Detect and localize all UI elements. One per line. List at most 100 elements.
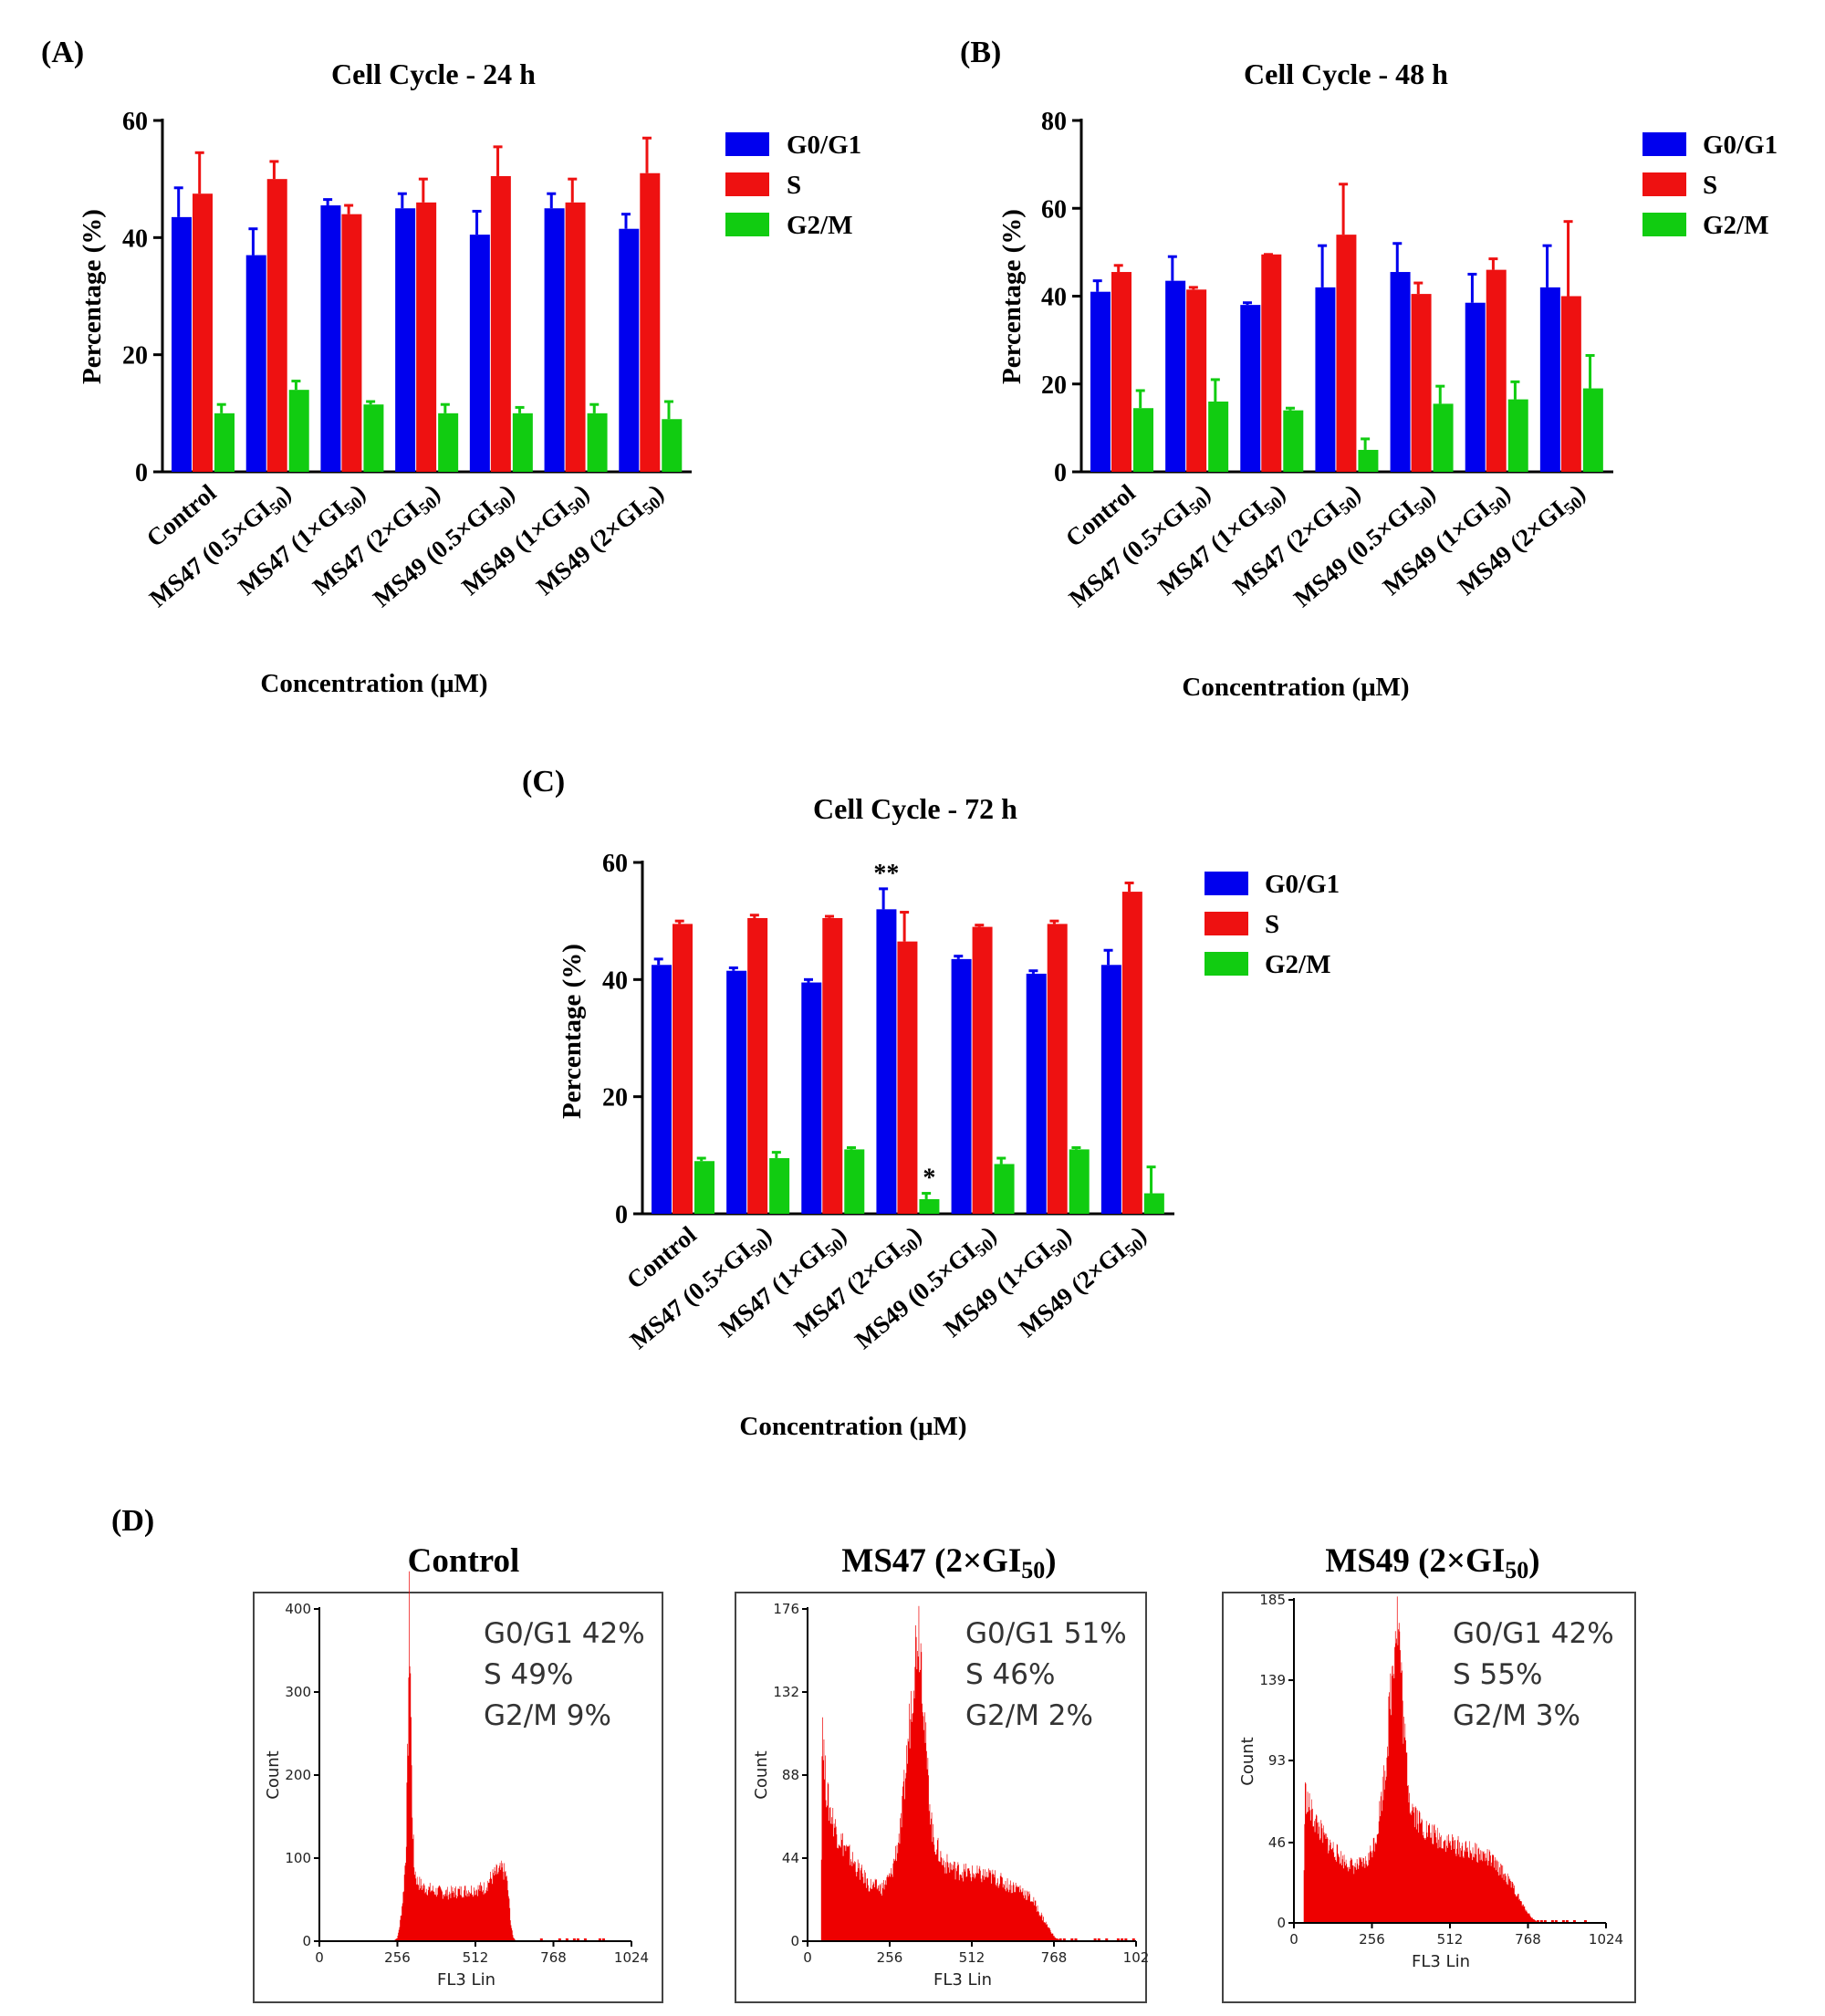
bar-g2-m-ms49-1-gi50 xyxy=(1507,399,1528,472)
x-tick-label: 768 xyxy=(540,1949,567,1966)
hist-2-frame xyxy=(735,1592,1147,2003)
histogram-tail-event xyxy=(1561,1920,1565,1923)
panel-c-xlabel: Concentration (μM) xyxy=(739,1412,966,1441)
histogram-tail-event xyxy=(1554,1920,1558,1923)
hist-3-stat-s: S 55% xyxy=(1453,1658,1542,1691)
histogram-tail-event xyxy=(1583,1920,1587,1923)
histogram-tail-event xyxy=(558,1938,561,1941)
bar-s-control xyxy=(193,193,213,473)
bar-s-ms47-2-gi50 xyxy=(897,941,918,1214)
bar-s-ms47-1-gi50 xyxy=(822,917,843,1214)
panel-d-label: (D) xyxy=(111,1504,154,1538)
y-tick-label: 0 xyxy=(615,1201,628,1229)
bar-s-control xyxy=(1111,272,1132,472)
histogram-tail-event xyxy=(601,1938,605,1941)
bar-g0-g1-control xyxy=(1090,291,1111,472)
bar-g0-g1-ms47-2-gi50 xyxy=(395,208,416,472)
y-tick-label: 139 xyxy=(1259,1672,1286,1688)
panel-b-ylabel: Percentage (%) xyxy=(997,209,1027,384)
bar-g0-g1-ms49-1-gi50 xyxy=(1026,973,1047,1214)
histogram-xlabel: FL3 Lin xyxy=(1412,1952,1470,1971)
panel-a-legend-s: S xyxy=(787,171,801,200)
bar-s-ms47-1-gi50 xyxy=(1261,254,1282,472)
bar-g0-g1-ms47-0-5-gi50 xyxy=(245,255,266,472)
bar-g2-m-ms47-0-5-gi50 xyxy=(288,390,309,472)
bar-s-ms49-2-gi50 xyxy=(640,172,661,472)
bar-g0-g1-ms49-2-gi50 xyxy=(1539,287,1560,472)
panel-b-legend-g0g1: G0/G1 xyxy=(1703,131,1778,160)
panel-b-xlabel: Concentration (μM) xyxy=(1182,673,1409,702)
panel-b-legend: G0/G1 S G2/M xyxy=(1642,131,1778,240)
histogram-tail-event xyxy=(1550,1920,1554,1923)
bar-s-control xyxy=(673,924,693,1214)
histogram-tail-event xyxy=(1043,1938,1047,1941)
bar-s-ms49-0-5-gi50 xyxy=(1411,294,1432,472)
bar-s-ms47-0-5-gi50 xyxy=(747,917,768,1214)
hist-2-stat-g2m: G2/M 2% xyxy=(965,1699,1093,1732)
panel-a-legend-g2m: G2/M xyxy=(787,211,853,240)
panel-a-legend: G0/G1 S G2/M xyxy=(725,131,861,240)
bar-g0-g1-control xyxy=(652,965,672,1214)
panel-a-ylabel: Percentage (%) xyxy=(78,209,107,384)
histogram-tail-event xyxy=(1124,1938,1128,1941)
y-tick-label: 176 xyxy=(773,1601,799,1617)
histogram-tail-event xyxy=(1536,1920,1539,1923)
hist-2-plot: 0 44 88 132 176 0 256 512 768 102 FL3 Lin Count xyxy=(752,1601,1149,1990)
histogram-tail-event xyxy=(1051,1938,1055,1941)
panel-a-legend-g0g1: G0/G1 xyxy=(787,131,861,160)
bar-g0-g1-ms49-0-5-gi50 xyxy=(469,235,490,472)
y-tick-label: 93 xyxy=(1268,1752,1286,1769)
bar-g2-m-ms47-0-5-gi50 xyxy=(769,1158,790,1214)
panel-c-legend-s: S xyxy=(1265,910,1279,939)
x-tick-label: 1024 xyxy=(1589,1931,1623,1948)
bar-g0-g1-ms49-2-gi50 xyxy=(619,228,640,473)
y-tick-label: 400 xyxy=(285,1601,311,1617)
bar-s-ms47-0-5-gi50 xyxy=(1186,289,1207,472)
histogram-xlabel: FL3 Lin xyxy=(933,1970,992,1990)
hist-2-stat-s: S 46% xyxy=(965,1658,1055,1691)
histogram-area xyxy=(1294,1596,1607,1923)
histogram-tail-event xyxy=(572,1938,576,1941)
panel-a-xlabel: Concentration (μM) xyxy=(260,669,487,698)
histogram-tail-event xyxy=(583,1938,587,1941)
bar-g2-m-ms49-0-5-gi50 xyxy=(994,1164,1015,1214)
histogram-tail-event xyxy=(1132,1938,1135,1941)
panel-b-legend-g0g1-swatch xyxy=(1642,132,1686,156)
bar-g2-m-ms49-2-gi50 xyxy=(1143,1193,1164,1214)
bar-g2-m-ms49-0-5-gi50 xyxy=(512,413,533,472)
x-tick-label: 256 xyxy=(1359,1931,1385,1948)
x-tick-label: 1024 xyxy=(614,1949,649,1966)
bar-g0-g1-ms47-1-gi50 xyxy=(1240,305,1261,472)
x-tick-label: 768 xyxy=(1041,1949,1068,1966)
x-tick-label: 0 xyxy=(1289,1931,1298,1948)
hist-2-title: MS47 (2×GI50) xyxy=(841,1542,1056,1583)
x-tick-label: 512 xyxy=(1437,1931,1464,1948)
histogram-tail-event xyxy=(1539,1920,1543,1923)
histogram-tail-event xyxy=(1528,1920,1532,1923)
x-tick-label: 768 xyxy=(1515,1931,1541,1948)
histogram-tail-event xyxy=(1062,1938,1066,1941)
histogram-ylabel: Count xyxy=(264,1750,283,1799)
hist-3-stat-g0g1: G0/G1 42% xyxy=(1453,1617,1614,1650)
panel-c-label: (C) xyxy=(522,765,565,799)
histogram-tail-event xyxy=(598,1938,601,1941)
y-tick-label: 44 xyxy=(782,1850,799,1866)
x-tick-label: 102 xyxy=(1123,1949,1150,1966)
bar-s-ms49-1-gi50 xyxy=(565,202,586,473)
x-tick-label: 256 xyxy=(877,1949,903,1966)
histogram-tail-event xyxy=(539,1938,543,1941)
bar-g0-g1-ms49-1-gi50 xyxy=(544,208,565,472)
panel-c-title: Cell Cycle - 72 h xyxy=(813,792,1017,825)
panel-a-title: Cell Cycle - 24 h xyxy=(331,57,536,90)
bar-g2-m-ms49-1-gi50 xyxy=(587,413,608,472)
histogram-xlabel: FL3 Lin xyxy=(437,1970,495,1990)
bar-g0-g1-ms49-0-5-gi50 xyxy=(1390,272,1411,472)
panel-b-label: (B) xyxy=(960,36,1001,69)
hist-1-frame xyxy=(253,1592,663,2003)
panel-c-legend-s-swatch xyxy=(1204,912,1248,935)
panel-b-legend-s-swatch xyxy=(1642,172,1686,196)
y-tick-label: 88 xyxy=(782,1767,799,1783)
hist-1-plot: 0 100 200 300 400 0 256 512 768 1024 FL3 Lin Count xyxy=(264,1571,649,1990)
bar-g0-g1-ms47-1-gi50 xyxy=(320,205,341,472)
